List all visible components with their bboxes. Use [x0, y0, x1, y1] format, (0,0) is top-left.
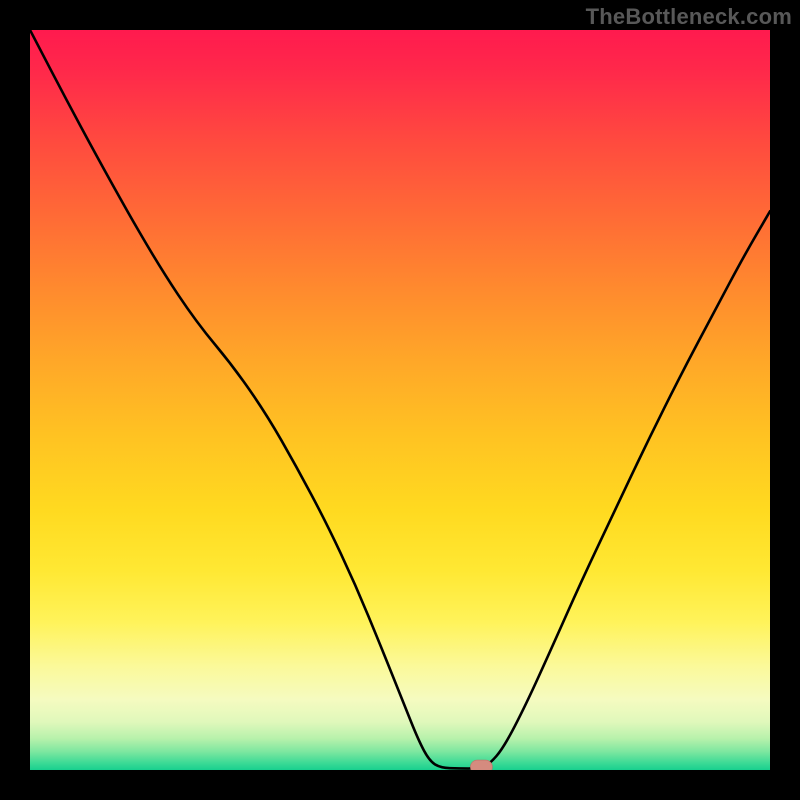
watermark-text: TheBottleneck.com	[586, 4, 792, 30]
bottleneck-chart	[0, 0, 800, 800]
gradient-background	[30, 30, 770, 770]
